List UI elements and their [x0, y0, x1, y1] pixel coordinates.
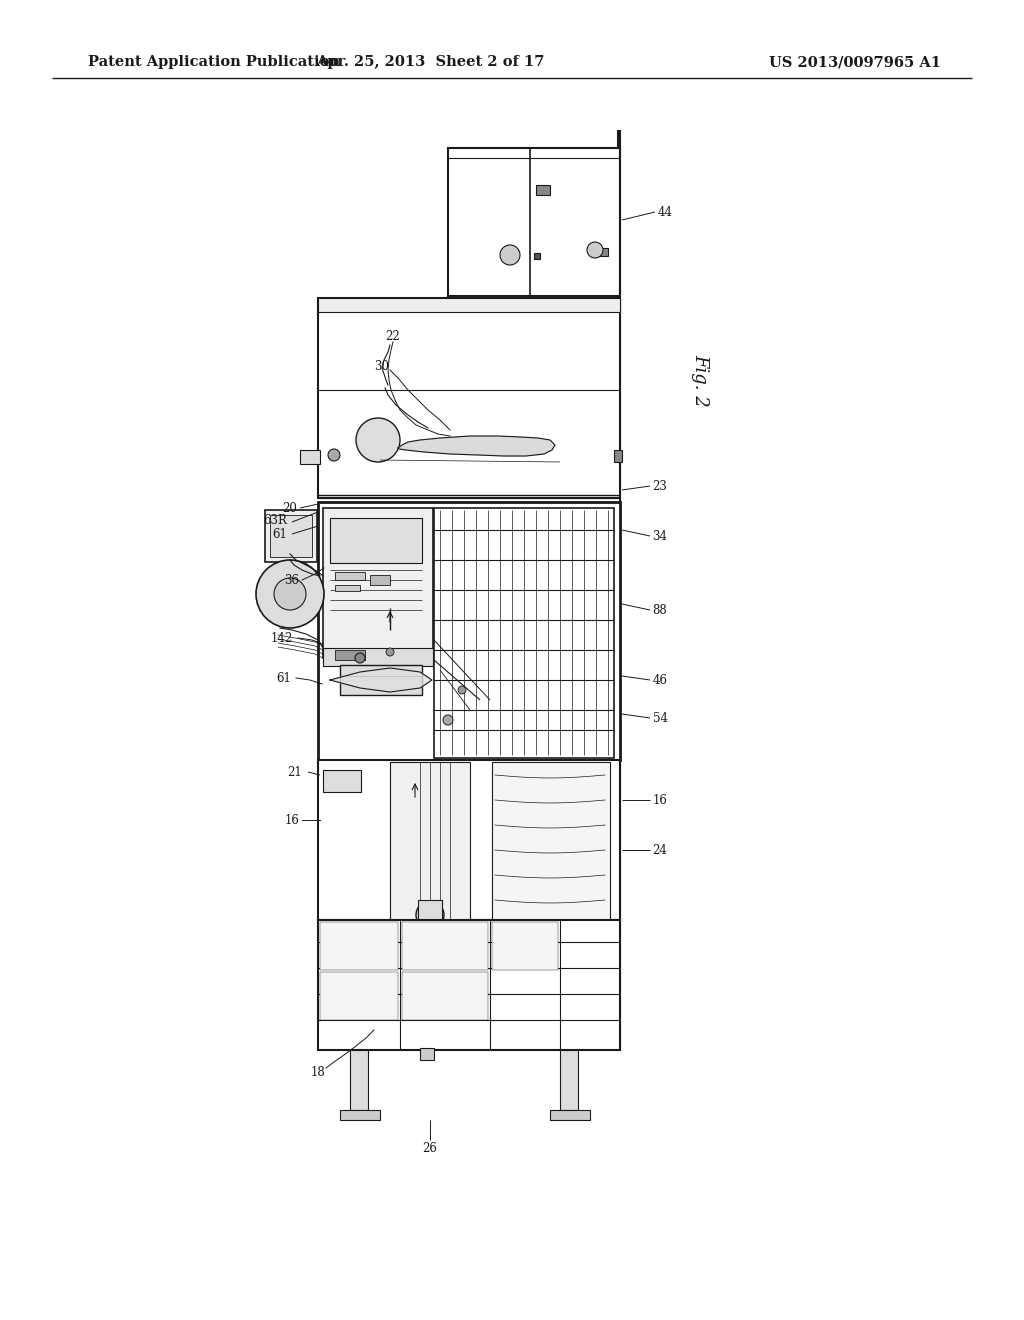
Circle shape [443, 715, 453, 725]
Circle shape [587, 242, 603, 257]
Circle shape [386, 648, 394, 656]
Bar [350, 1049, 368, 1110]
Text: 61: 61 [272, 528, 288, 540]
Text: Apr. 25, 2013  Sheet 2 of 17: Apr. 25, 2013 Sheet 2 of 17 [315, 55, 544, 69]
Bar [434, 508, 614, 758]
Text: 26: 26 [423, 1142, 437, 1155]
Bar [370, 576, 390, 585]
Bar [323, 770, 361, 792]
Text: 21: 21 [288, 766, 302, 779]
Polygon shape [330, 668, 432, 692]
Text: Fig. 2: Fig. 2 [691, 354, 709, 407]
Bar [319, 921, 398, 970]
Text: 23: 23 [652, 479, 668, 492]
Text: 63R: 63R [263, 513, 287, 527]
Bar [318, 298, 620, 312]
Bar [492, 762, 610, 920]
Polygon shape [398, 436, 555, 455]
Bar [560, 1049, 578, 1110]
Bar [270, 515, 312, 557]
Text: 61: 61 [276, 672, 292, 685]
Bar [323, 508, 433, 657]
Bar [318, 760, 620, 920]
Bar [536, 185, 550, 195]
Circle shape [356, 418, 400, 462]
Bar [596, 248, 608, 256]
Text: 16: 16 [652, 793, 668, 807]
Bar [318, 298, 620, 498]
Circle shape [256, 560, 324, 628]
Circle shape [416, 902, 444, 929]
Bar [318, 502, 620, 760]
Text: 36: 36 [285, 573, 299, 586]
Bar [340, 1110, 380, 1119]
Text: 88: 88 [652, 603, 668, 616]
Bar [390, 762, 470, 920]
Bar [265, 510, 317, 562]
Text: 46: 46 [652, 673, 668, 686]
Bar [335, 572, 365, 579]
Text: 34: 34 [652, 529, 668, 543]
Text: 44: 44 [657, 206, 673, 219]
Bar [492, 921, 558, 970]
Circle shape [500, 246, 520, 265]
Bar [330, 517, 422, 564]
Text: 30: 30 [375, 359, 389, 372]
Circle shape [328, 449, 340, 461]
Bar [335, 585, 360, 591]
Text: 54: 54 [652, 711, 668, 725]
Bar [319, 972, 398, 1020]
Bar [418, 900, 442, 931]
Bar [300, 450, 319, 465]
Bar [318, 920, 620, 1049]
Bar [534, 253, 540, 259]
Bar [402, 972, 488, 1020]
Bar [420, 1048, 434, 1060]
Text: 142: 142 [271, 631, 293, 644]
Bar [614, 450, 622, 462]
Text: 16: 16 [285, 813, 299, 826]
Text: 24: 24 [652, 843, 668, 857]
Circle shape [458, 686, 466, 694]
Bar [550, 1110, 590, 1119]
Text: US 2013/0097965 A1: US 2013/0097965 A1 [769, 55, 941, 69]
Text: 18: 18 [310, 1065, 326, 1078]
Bar [402, 921, 488, 970]
Text: 20: 20 [283, 502, 297, 515]
Circle shape [355, 653, 365, 663]
Bar [335, 649, 365, 660]
Circle shape [274, 578, 306, 610]
Text: Patent Application Publication: Patent Application Publication [88, 55, 340, 69]
Bar [449, 148, 620, 296]
Bar [340, 665, 422, 696]
Text: 22: 22 [386, 330, 400, 342]
Bar [323, 648, 433, 667]
